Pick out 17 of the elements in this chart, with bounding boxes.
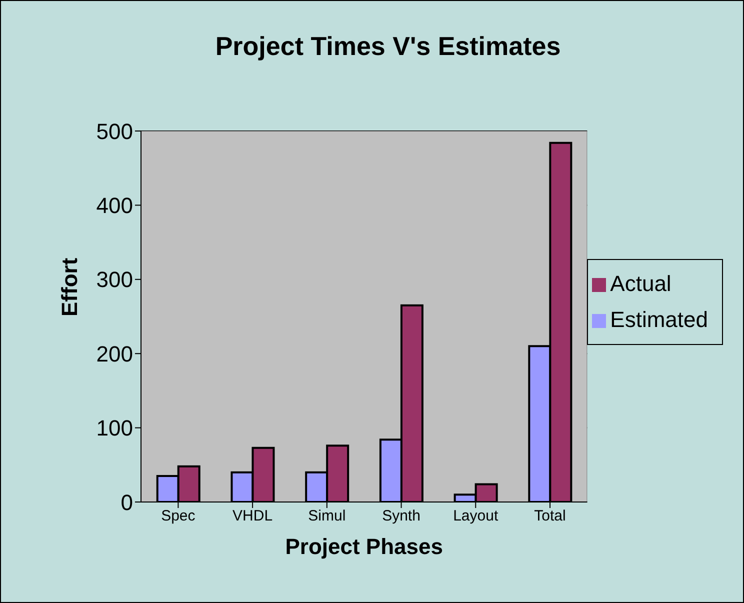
y-axis-title: Effort	[56, 257, 82, 316]
y-tick-label: 400	[96, 193, 133, 218]
x-tick-label: Total	[534, 508, 566, 525]
y-tick-label: 0	[120, 490, 133, 515]
chart-title: Project Times V's Estimates	[214, 31, 562, 62]
x-tick-label: Layout	[453, 508, 499, 525]
x-tick-label: Simul	[308, 508, 346, 525]
y-tick-label: 500	[96, 118, 133, 144]
x-tick-label: Spec	[161, 508, 196, 525]
y-tick-label: 100	[96, 416, 133, 441]
y-tick-label: 200	[96, 341, 133, 366]
x-tick-label: VHDL	[232, 508, 273, 525]
legend-label: Estimated	[610, 306, 708, 332]
x-tick-label: Synth	[382, 508, 420, 525]
legend-label: Actual	[610, 270, 672, 296]
x-axis-title: Project Phases	[285, 534, 443, 559]
y-tick-label: 300	[96, 267, 133, 292]
